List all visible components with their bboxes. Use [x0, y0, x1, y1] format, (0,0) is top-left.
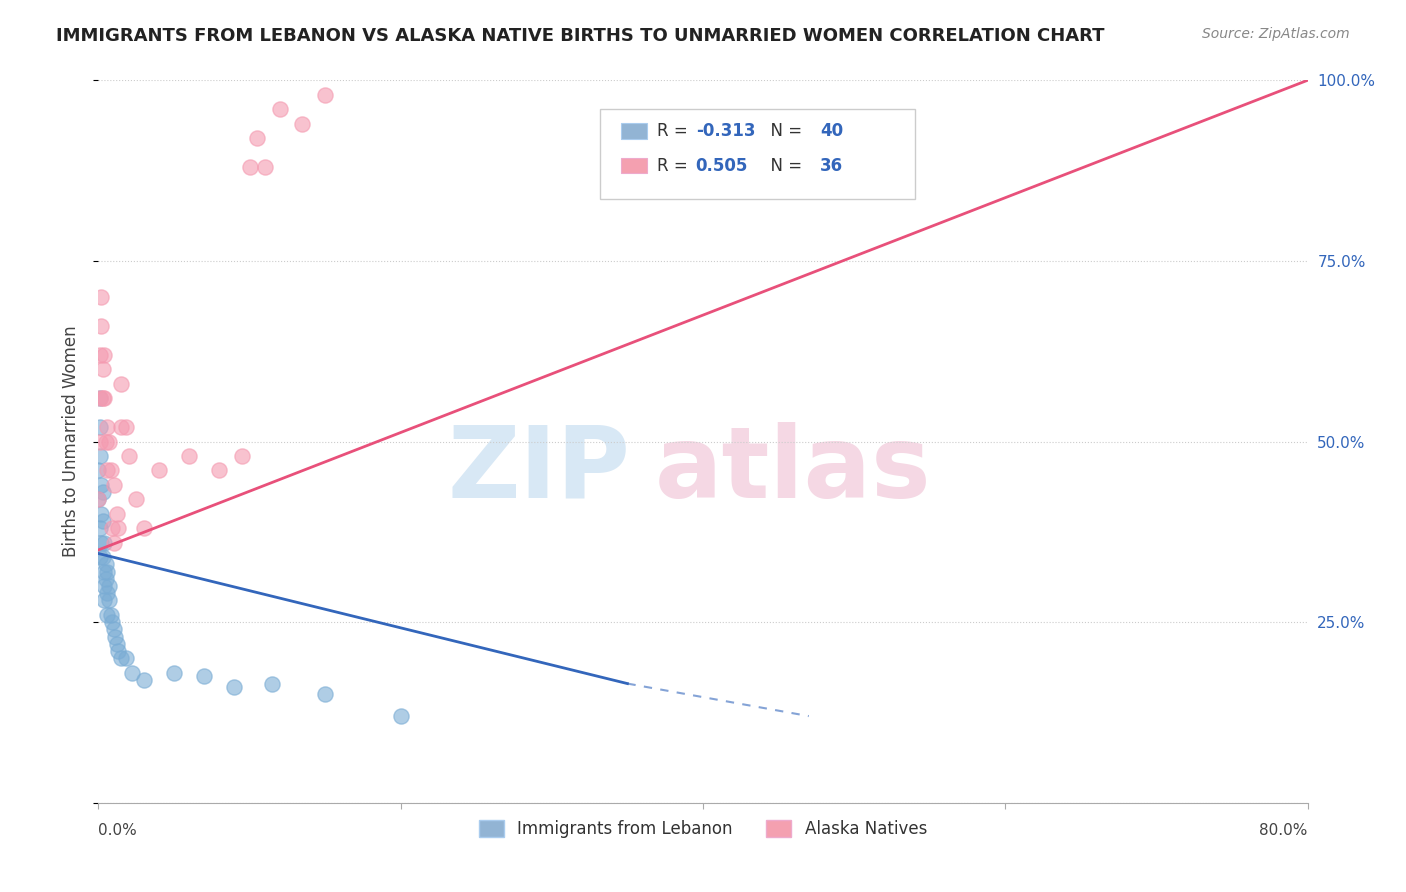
- Point: [90, 507, 112, 521]
- Point: [208, 463, 231, 477]
- Text: N =: N =: [759, 122, 807, 140]
- Point: [90, 290, 112, 304]
- Text: atlas: atlas: [655, 422, 931, 519]
- Point: [253, 160, 276, 174]
- Point: [89, 391, 111, 405]
- Text: 40: 40: [820, 122, 844, 140]
- Point: [103, 535, 125, 549]
- Point: [89, 420, 111, 434]
- Point: [94, 434, 117, 449]
- Point: [101, 521, 124, 535]
- Text: N =: N =: [759, 156, 807, 175]
- Point: [163, 665, 186, 680]
- FancyBboxPatch shape: [600, 109, 915, 200]
- FancyBboxPatch shape: [621, 158, 647, 173]
- Point: [239, 160, 262, 174]
- Point: [91, 362, 114, 376]
- Point: [93, 391, 115, 405]
- Point: [314, 687, 336, 701]
- Point: [269, 102, 291, 116]
- Text: 80.0%: 80.0%: [1260, 823, 1308, 838]
- Point: [110, 376, 132, 391]
- Point: [148, 463, 170, 477]
- Point: [246, 131, 269, 145]
- Point: [179, 449, 201, 463]
- Point: [107, 644, 129, 658]
- Text: 0.0%: 0.0%: [98, 823, 138, 838]
- Point: [98, 593, 121, 607]
- Point: [90, 318, 112, 333]
- Text: 36: 36: [820, 156, 844, 175]
- Point: [110, 420, 132, 434]
- Point: [105, 637, 128, 651]
- Text: Source: ZipAtlas.com: Source: ZipAtlas.com: [1202, 27, 1350, 41]
- Point: [96, 420, 118, 434]
- Point: [107, 521, 129, 535]
- Point: [100, 607, 122, 622]
- Point: [132, 521, 155, 535]
- Point: [87, 492, 110, 507]
- Point: [291, 117, 314, 131]
- Point: [96, 463, 118, 477]
- Point: [118, 449, 141, 463]
- Point: [231, 449, 253, 463]
- Text: R =: R =: [657, 156, 693, 175]
- Point: [93, 348, 115, 362]
- Point: [98, 434, 121, 449]
- Text: 0.505: 0.505: [696, 156, 748, 175]
- Point: [262, 676, 284, 690]
- Point: [89, 449, 111, 463]
- Point: [314, 87, 336, 102]
- Point: [93, 593, 115, 607]
- Point: [121, 665, 143, 680]
- Point: [96, 565, 118, 579]
- Point: [87, 463, 110, 477]
- Point: [89, 434, 111, 449]
- Point: [193, 669, 215, 683]
- Point: [91, 391, 114, 405]
- Point: [91, 485, 114, 500]
- Point: [96, 607, 118, 622]
- Point: [87, 492, 110, 507]
- Point: [110, 651, 132, 665]
- Point: [103, 478, 125, 492]
- Point: [89, 348, 111, 362]
- Point: [90, 478, 112, 492]
- Point: [89, 550, 111, 565]
- Text: IMMIGRANTS FROM LEBANON VS ALASKA NATIVE BIRTHS TO UNMARRIED WOMEN CORRELATION C: IMMIGRANTS FROM LEBANON VS ALASKA NATIVE…: [56, 27, 1105, 45]
- Point: [90, 535, 112, 549]
- Point: [224, 680, 246, 694]
- Point: [114, 651, 136, 665]
- Text: R =: R =: [657, 122, 693, 140]
- Point: [93, 579, 115, 593]
- Point: [91, 550, 114, 565]
- Point: [105, 507, 128, 521]
- Point: [104, 630, 127, 644]
- Point: [96, 586, 118, 600]
- Point: [103, 623, 125, 637]
- FancyBboxPatch shape: [621, 123, 647, 139]
- Point: [98, 579, 121, 593]
- Legend: Immigrants from Lebanon, Alaska Natives: Immigrants from Lebanon, Alaska Natives: [472, 814, 934, 845]
- Point: [114, 420, 136, 434]
- Y-axis label: Births to Unmarried Women: Births to Unmarried Women: [62, 326, 80, 558]
- Text: ZIP: ZIP: [447, 422, 630, 519]
- Point: [94, 558, 117, 572]
- Point: [89, 391, 111, 405]
- Point: [94, 572, 117, 586]
- Point: [101, 615, 124, 630]
- Point: [132, 673, 155, 687]
- Point: [93, 565, 115, 579]
- Text: -0.313: -0.313: [696, 122, 755, 140]
- Point: [389, 709, 412, 723]
- Point: [100, 463, 122, 477]
- Point: [91, 514, 114, 528]
- Point: [89, 521, 111, 535]
- Point: [125, 492, 148, 507]
- Point: [93, 535, 115, 549]
